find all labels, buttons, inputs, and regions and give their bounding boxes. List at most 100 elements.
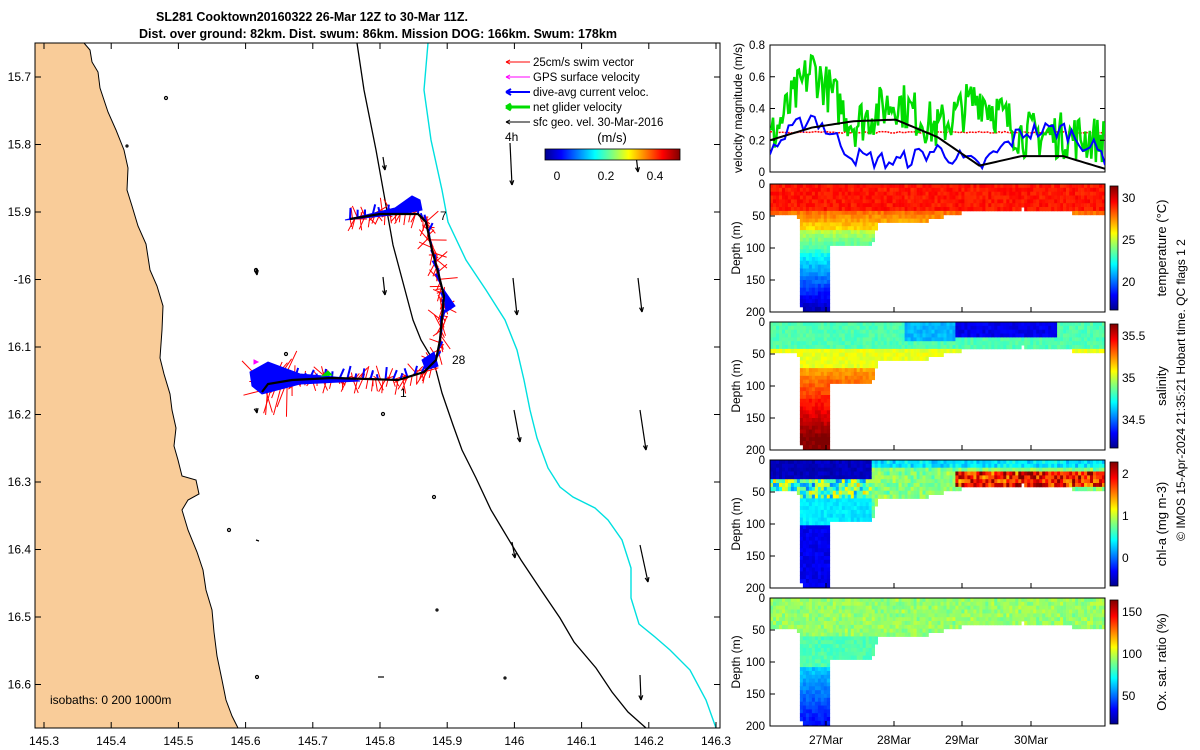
section-cell — [934, 467, 938, 472]
section-cell — [850, 337, 855, 342]
section-cell — [808, 345, 813, 350]
section-cell — [868, 379, 872, 384]
section-cell — [904, 494, 908, 499]
section-cell — [832, 486, 837, 492]
section-cell — [811, 536, 816, 542]
section-cell — [814, 310, 819, 312]
section-cell — [859, 199, 863, 204]
section-cell — [850, 368, 855, 373]
section-cell — [832, 640, 837, 645]
section-cell — [862, 356, 866, 361]
section-cell — [841, 241, 846, 246]
section-cell — [1081, 345, 1085, 350]
section-cell — [829, 348, 834, 354]
section-cell — [868, 203, 872, 208]
section-cell — [1081, 199, 1085, 204]
section-cell — [793, 471, 798, 476]
section-cell — [799, 337, 804, 342]
section-cell — [805, 429, 810, 434]
section-cell — [838, 498, 843, 503]
section-cell — [1081, 329, 1085, 334]
section-cell — [1027, 333, 1031, 338]
section-cell — [964, 479, 968, 484]
section-cell — [820, 387, 825, 392]
section-cell — [919, 490, 923, 495]
swim-vector — [390, 213, 399, 222]
section-cell — [808, 268, 813, 273]
section-cell — [961, 325, 965, 331]
section-cell — [770, 486, 774, 492]
section-cell — [892, 494, 896, 499]
section-cell — [811, 333, 816, 338]
section-cell — [934, 207, 938, 212]
section-cell — [901, 341, 905, 346]
section-cell — [802, 655, 807, 660]
section-cell — [847, 636, 852, 641]
section-cell — [958, 475, 962, 480]
section-cell — [802, 582, 807, 588]
section-cell — [1087, 471, 1091, 476]
section-cell — [811, 651, 816, 657]
section-cell — [889, 199, 893, 204]
section-cell — [770, 624, 774, 630]
section-cell — [793, 348, 798, 354]
section-cell — [922, 203, 926, 208]
section-cell — [838, 325, 843, 331]
section-cell — [985, 463, 989, 469]
section-cell — [895, 195, 899, 200]
section-cell — [817, 233, 822, 239]
section-cell — [1084, 467, 1088, 472]
section-cell — [850, 187, 855, 193]
section-cell — [943, 187, 947, 193]
section-cell — [826, 601, 831, 607]
section-cell — [958, 325, 962, 331]
section-cell — [817, 582, 822, 588]
section-cell — [796, 352, 801, 357]
section-cell — [805, 540, 810, 545]
section-cell — [1042, 337, 1046, 342]
section-cell — [1027, 184, 1031, 189]
section-cell — [805, 287, 810, 292]
section-cell — [829, 655, 834, 660]
section-cell — [988, 463, 992, 469]
section-cell — [907, 471, 911, 476]
section-cell — [838, 471, 843, 476]
section-cell — [892, 479, 896, 484]
section-cell — [802, 624, 807, 630]
section-cell — [1057, 345, 1061, 350]
section-cell — [1072, 322, 1076, 327]
section-cell — [811, 663, 816, 668]
section-cell — [889, 345, 893, 350]
section-cell — [811, 414, 816, 419]
section-cell — [814, 663, 819, 668]
section-cell — [814, 632, 819, 637]
section-cell — [976, 341, 980, 346]
section-cell — [1084, 337, 1088, 342]
section-cell — [1087, 195, 1091, 200]
section-cell — [1024, 322, 1028, 327]
section-cell — [889, 494, 893, 499]
section-cell — [823, 663, 828, 668]
section-cell — [871, 333, 875, 338]
colorbar-label: temperature (°C) — [1154, 200, 1169, 297]
section-cell — [1078, 348, 1082, 354]
section-cell — [1072, 184, 1076, 189]
section-cell — [835, 345, 840, 350]
section-cell — [1087, 210, 1091, 216]
section-cell — [808, 559, 813, 565]
section-cell — [796, 191, 801, 196]
section-cell — [844, 647, 849, 653]
section-cell — [865, 345, 869, 350]
section-cell — [958, 337, 962, 342]
section-cell — [802, 697, 807, 703]
section-cell — [817, 533, 822, 538]
section-cell — [922, 479, 926, 484]
section-cell — [979, 322, 983, 327]
section-cell — [871, 371, 875, 377]
section-cell — [790, 187, 795, 193]
section-cell — [877, 203, 881, 208]
swim-vector — [429, 338, 440, 343]
section-cell — [802, 203, 807, 208]
section-cell — [847, 337, 852, 342]
section-cell — [979, 191, 983, 196]
